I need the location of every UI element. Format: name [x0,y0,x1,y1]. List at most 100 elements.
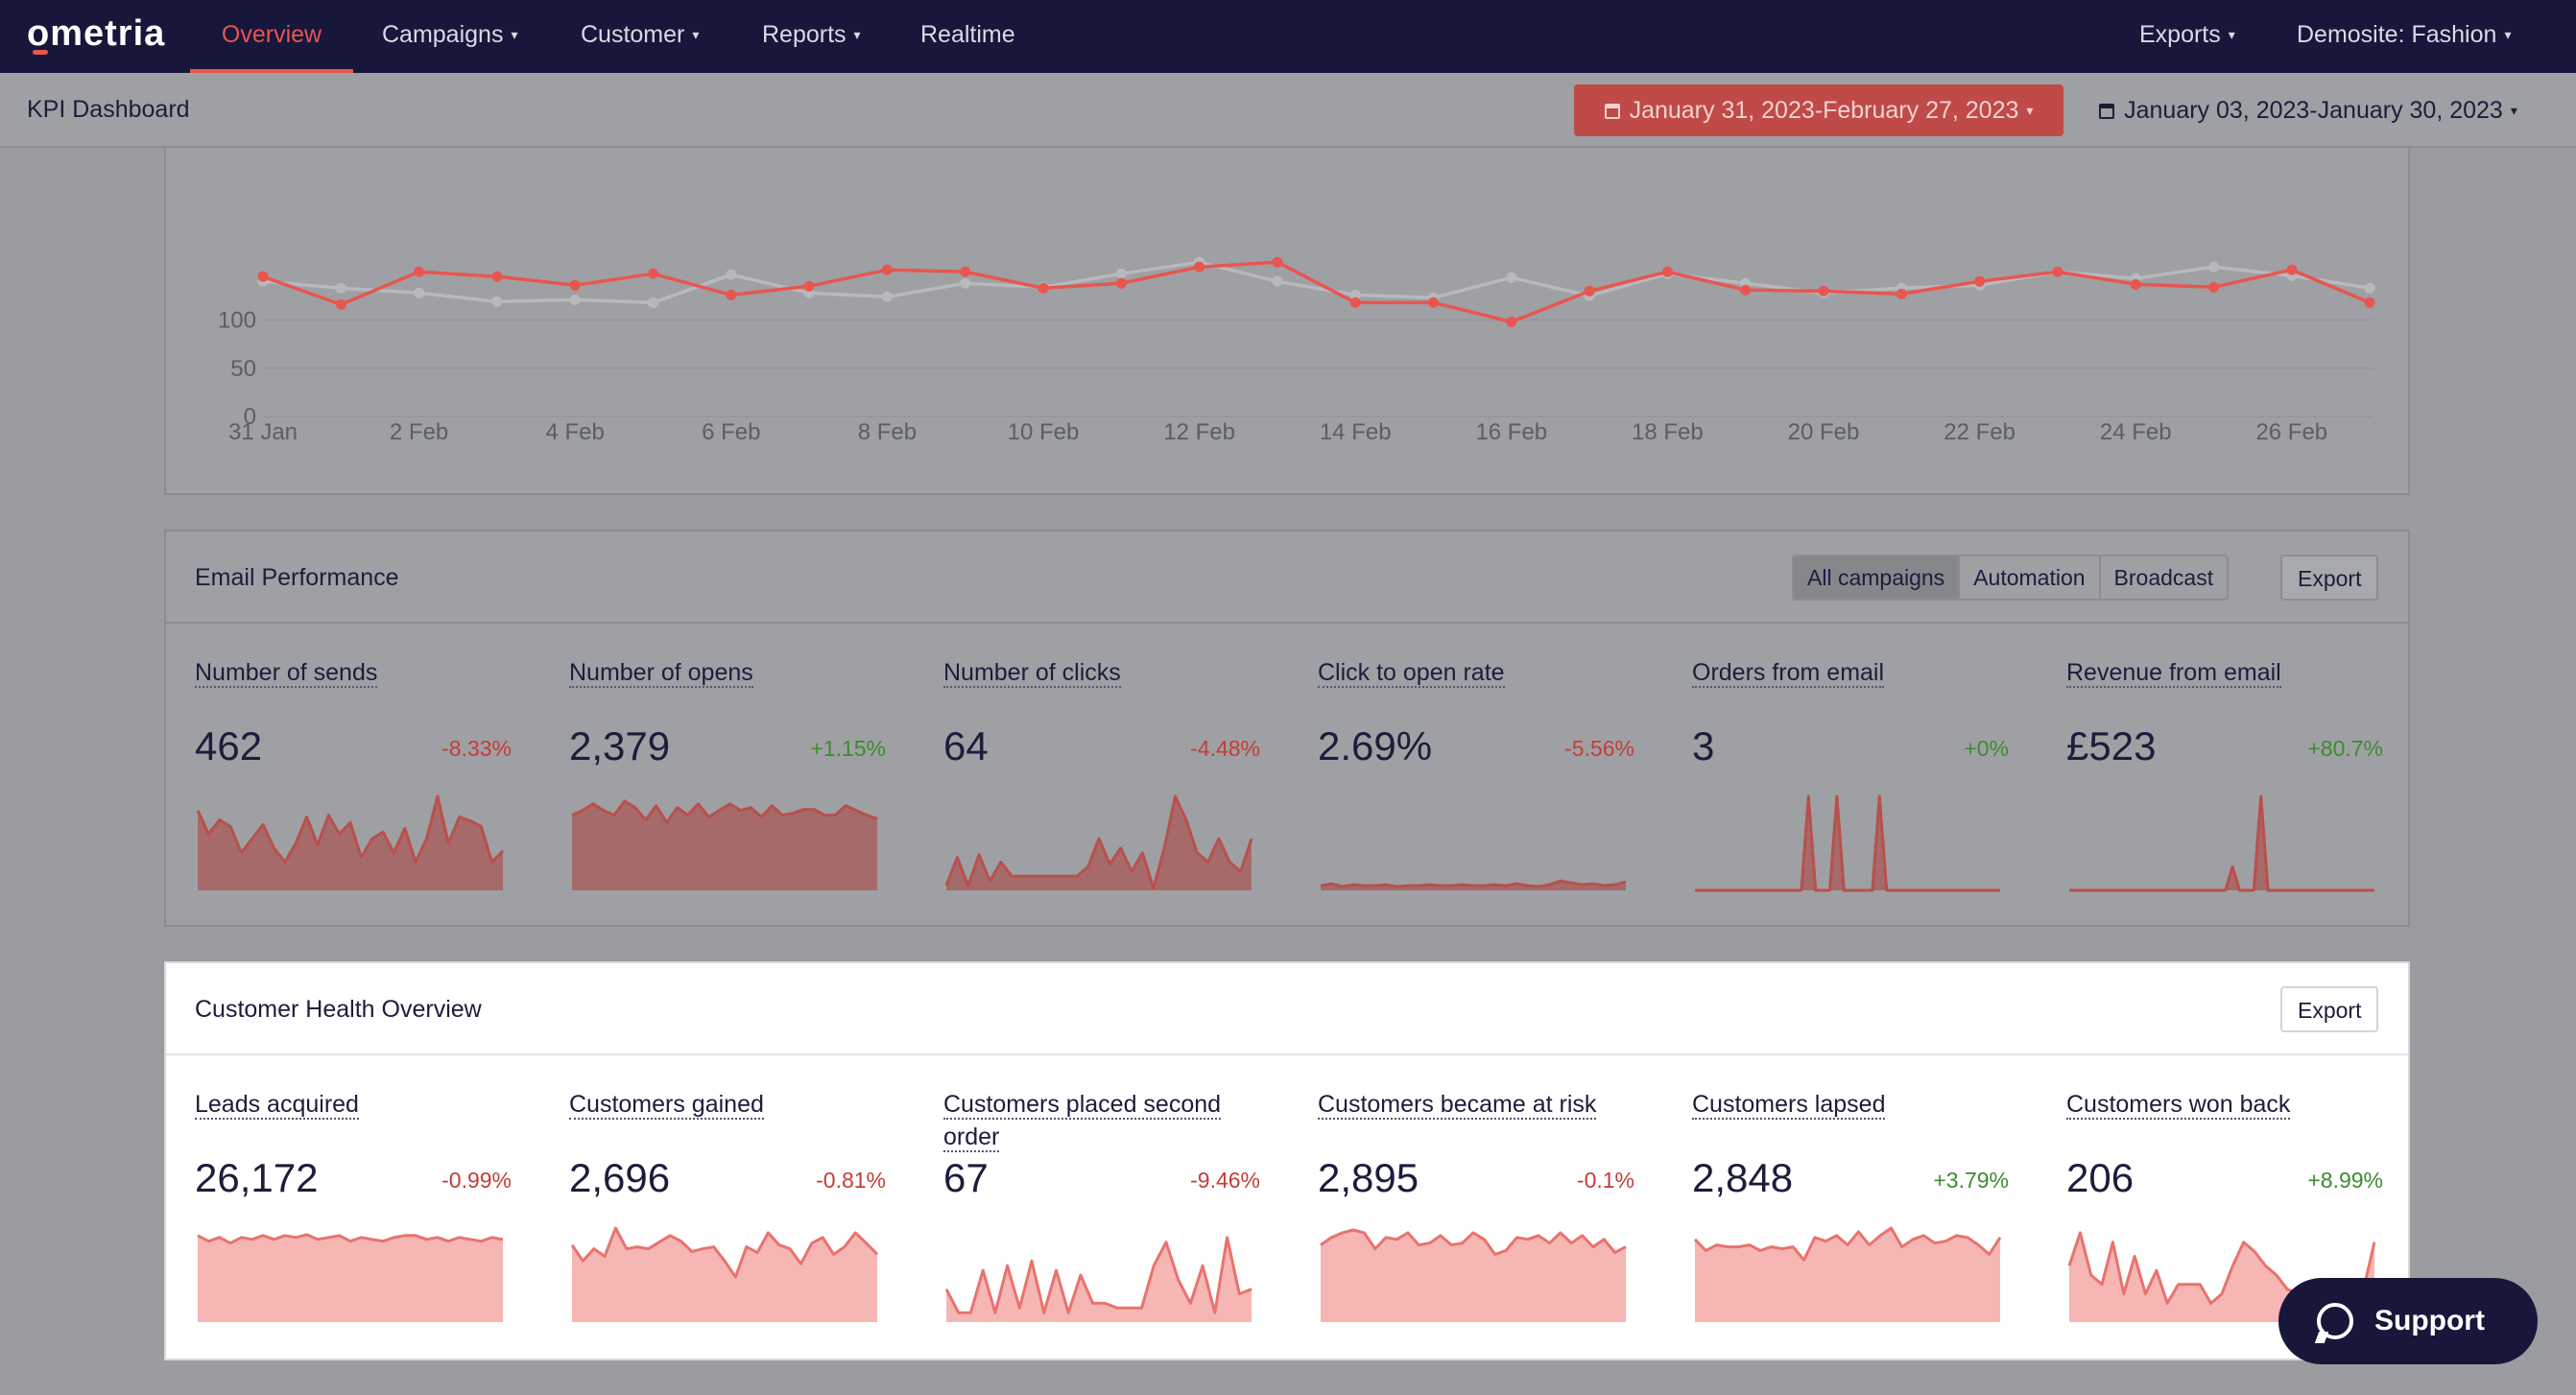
metric-label[interactable]: Revenue from email [2066,659,2281,688]
metric-change: -9.46% [1190,1168,1260,1193]
metric-label[interactable]: Customers became at risk [1318,1091,1597,1120]
chat-icon [2317,1303,2353,1339]
data-point [1506,317,1517,328]
metric-label[interactable]: Customers gained [569,1091,764,1120]
data-point [2052,266,2063,277]
metric-card: Revenue from email £523 +80.7% [2066,656,2383,906]
nav-overview[interactable]: Overview [190,0,353,73]
sparkline-area [2069,796,2374,890]
data-point [2130,278,2141,290]
nav-realtime[interactable]: Realtime [920,21,1015,48]
metric-change: +1.15% [810,736,886,761]
chevron-down-icon: ▾ [2504,27,2512,42]
sparkline-area [572,1228,877,1322]
data-point [1584,285,1595,296]
chevron-down-icon: ▾ [692,27,700,42]
sparkline [945,1236,1252,1322]
data-point [2208,261,2219,272]
data-point [2208,281,2219,293]
metric-label[interactable]: Leads acquired [195,1091,359,1120]
metric-value: 2,696 [569,1155,671,1200]
x-tick-label: 12 Feb [1163,419,1235,445]
metric-change: -0.1% [1576,1168,1634,1193]
logo[interactable]: ometria [27,13,166,54]
data-point [1818,285,1829,296]
data-point [1272,256,1283,268]
data-point [257,271,269,282]
data-point [569,279,581,291]
panel-title: Customer Health Overview [195,996,482,1023]
data-point [1974,275,1986,287]
metric-change: -8.33% [441,736,512,761]
export-button[interactable]: Export [2280,986,2379,1032]
nav-customer[interactable]: Customer ▾ [581,21,700,48]
metric-value: 67 [943,1155,989,1200]
x-tick-label: 2 Feb [390,419,448,445]
data-point [1661,266,1673,277]
metric-value: 2.69% [1318,723,1433,768]
nav-campaigns[interactable]: Campaigns ▾ [382,21,518,48]
panel-header: Email Performance All campaigns Automati… [166,532,2408,624]
metric-value: 26,172 [195,1155,319,1200]
metric-label[interactable]: Number of clicks [943,659,1121,688]
metric-label[interactable]: Customers won back [2066,1091,2291,1120]
metric-change: -4.48% [1190,736,1260,761]
sparkline-line [1320,879,1627,888]
metric-label[interactable]: Number of opens [569,659,753,688]
data-point [1349,296,1361,308]
date-range-compare-picker[interactable]: January 03, 2023-January 30, 2023 ▾ [2083,84,2534,136]
data-point [1115,277,1127,289]
data-point [648,268,658,279]
data-point [2364,296,2375,308]
series-line-1 [262,260,2371,305]
filter-broadcast[interactable]: Broadcast [2113,565,2214,590]
x-tick-label: 18 Feb [1632,419,1704,445]
metric-label[interactable]: Click to open rate [1318,659,1505,688]
data-point [881,291,893,302]
data-point [648,296,658,308]
sparkline [197,794,504,890]
nav-exports[interactable]: Exports ▾ [2139,21,2235,48]
sparkline [1694,1226,2001,1322]
logo-accent [33,50,48,55]
page-header: KPI Dashboard January 31, 2023-February … [0,73,2576,148]
metric-label[interactable]: Orders from email [1692,659,1885,688]
data-point [1740,284,1752,296]
data-point [2286,264,2298,275]
support-chat-button[interactable]: Support [2278,1278,2538,1364]
panel-title: Email Performance [195,564,399,591]
customer-health-panel: Customer Health Overview Export Leads ac… [164,961,2410,1360]
site-selector[interactable]: Demosite: Fashion ▾ [2297,21,2512,48]
trend-chart-panel: 0 50 100 31 Jan 2 Feb 4 Feb 6 Feb 8 Feb 10 Feb 12… [164,148,2410,495]
data-point [414,287,425,298]
sparkline [2069,794,2374,892]
chevron-down-icon: ▾ [2026,103,2034,118]
x-tick-label: 22 Feb [1944,419,2015,445]
x-tick-label: 31 Jan [228,419,298,445]
export-button[interactable]: Export [2280,555,2379,601]
calendar-icon [1604,104,1620,119]
sparkline-area [1695,1228,2000,1322]
filter-automation[interactable]: Automation [1960,556,2101,599]
metric-label[interactable]: Customers lapsed [1692,1091,1886,1120]
metric-card: Customers lapsed 2,848 +3.79% [1692,1088,2009,1337]
metric-label[interactable]: Customers placed second order [943,1091,1222,1152]
metric-change: +80.7% [2307,736,2383,761]
metric-change: +3.79% [1933,1168,2009,1193]
sparkline [945,794,1252,890]
data-point [491,271,503,282]
date-range-primary-picker[interactable]: January 31, 2023-February 27, 2023 ▾ [1574,84,2063,136]
data-point [1115,268,1127,279]
y-tick-label: 0 [244,404,256,430]
nav-reports[interactable]: Reports ▾ [762,21,861,48]
metric-card: Number of clicks 64 -4.48% [943,656,1260,906]
data-point [726,289,737,300]
metric-value: 2,895 [1318,1155,1419,1200]
chevron-down-icon: ▾ [511,27,518,42]
metric-card: Customers placed second order 67 -9.46% [943,1088,1260,1337]
x-tick-label: 24 Feb [2100,419,2172,445]
sparkline [571,1226,878,1322]
metric-label[interactable]: Number of sends [195,659,378,688]
sparkline-area [198,796,503,890]
filter-all-campaigns[interactable]: All campaigns [1794,556,1961,599]
